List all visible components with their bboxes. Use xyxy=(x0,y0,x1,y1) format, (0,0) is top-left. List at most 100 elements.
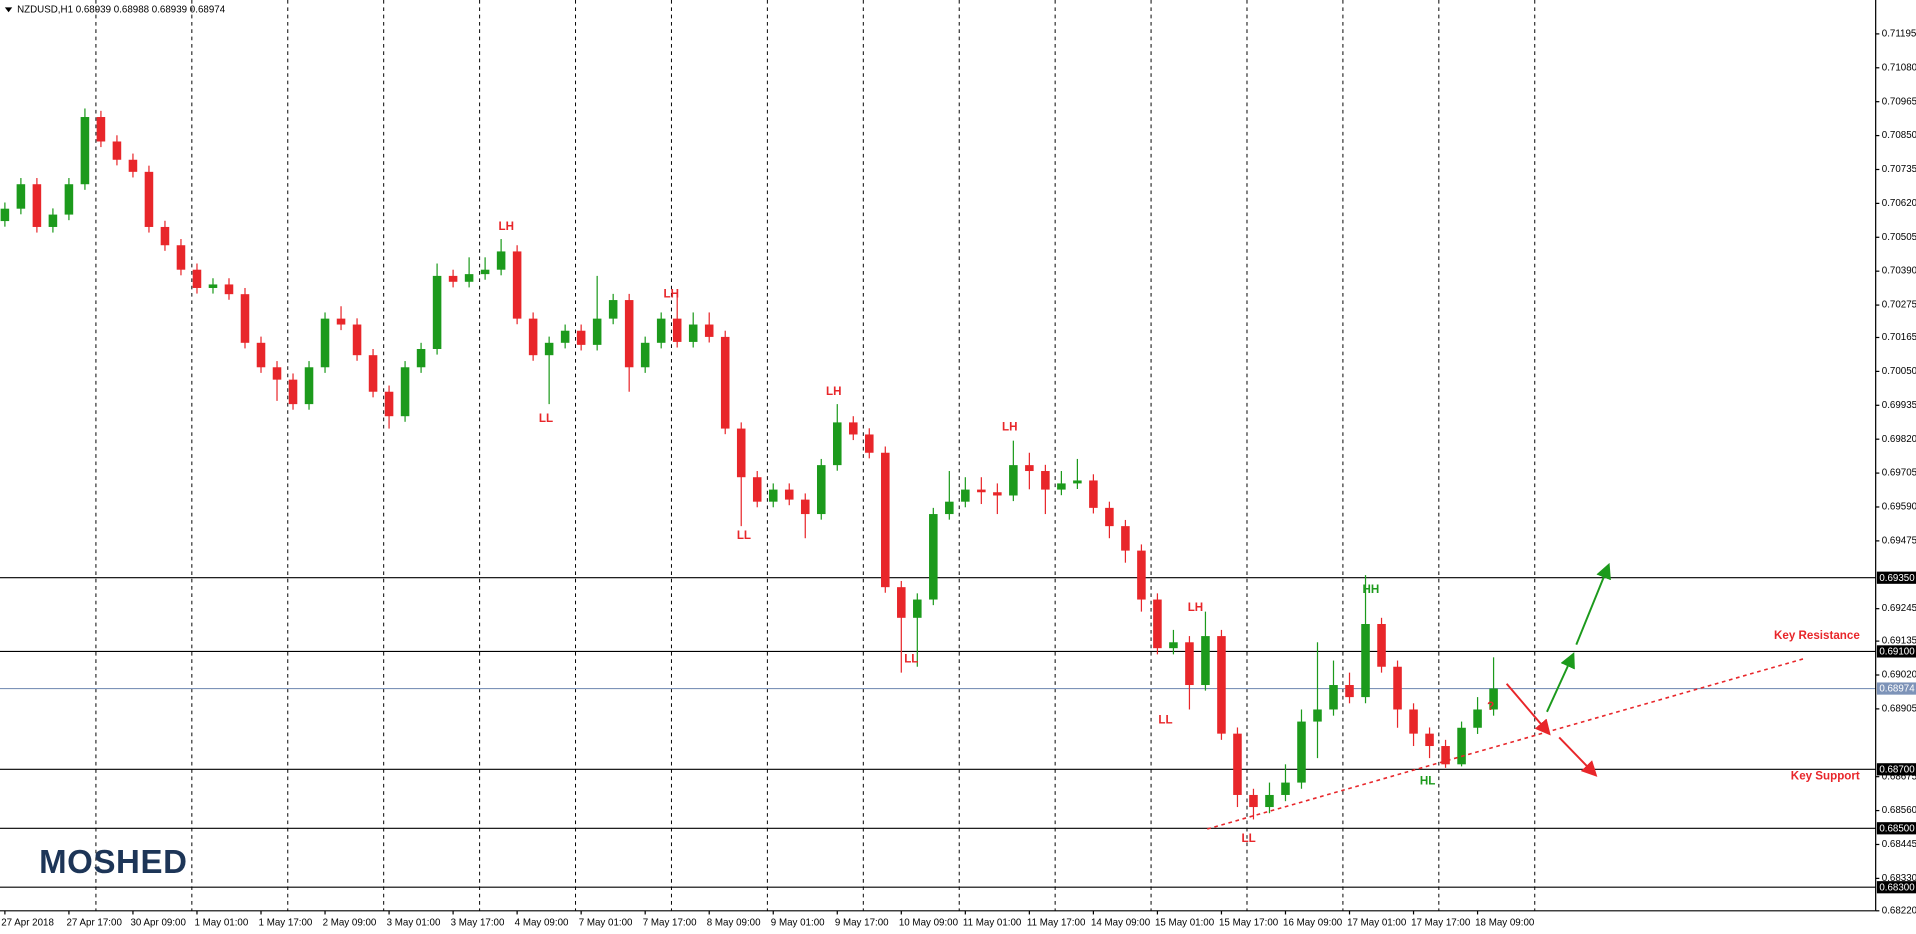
candle-body xyxy=(304,367,314,405)
x-tick-label: 10 May 09:00 xyxy=(899,918,959,929)
y-tick-label: 0.69820 xyxy=(1882,434,1916,445)
y-tick-label: 0.69475 xyxy=(1882,535,1916,546)
annotation: LH xyxy=(1002,420,1017,433)
x-tick-label: 17 May 01:00 xyxy=(1347,918,1407,929)
candle-body xyxy=(1329,685,1338,710)
annotation: LL xyxy=(539,412,553,425)
y-tick-label: 0.70735 xyxy=(1882,164,1916,175)
candle-body xyxy=(608,300,618,319)
candle-body xyxy=(720,336,730,429)
candle-body xyxy=(752,477,762,502)
candle-body xyxy=(560,330,570,343)
candle-body xyxy=(881,452,890,588)
candle-body xyxy=(1201,636,1210,686)
candle-body xyxy=(993,492,1002,496)
candle-body xyxy=(656,318,666,343)
candle-body xyxy=(544,342,554,356)
x-tick-label: 11 May 17:00 xyxy=(1027,918,1086,929)
level-box xyxy=(1876,571,1916,584)
candle-body xyxy=(704,324,714,337)
candle-body xyxy=(1281,782,1290,795)
candle-body xyxy=(849,422,858,435)
y-tick-label: 0.69590 xyxy=(1882,502,1916,513)
arrow-down xyxy=(1558,736,1598,777)
x-tick-label: 8 May 09:00 xyxy=(707,918,761,929)
candle-body xyxy=(288,379,298,405)
candle-body xyxy=(1409,709,1418,734)
x-tick-label: 27 Apr 17:00 xyxy=(66,918,122,929)
y-tick-label: 0.69935 xyxy=(1882,400,1916,411)
y-tick-label: 0.68560 xyxy=(1882,805,1916,816)
candle-body xyxy=(977,489,986,493)
candle-body xyxy=(897,587,906,618)
candle-body xyxy=(496,251,506,270)
y-tick-label: 0.70965 xyxy=(1882,96,1916,107)
candle-body xyxy=(1361,624,1370,698)
x-tick-label: 15 May 17:00 xyxy=(1219,918,1279,929)
y-tick-label: 0.70505 xyxy=(1882,232,1916,243)
x-tick-label: 11 May 01:00 xyxy=(963,918,1022,929)
arrow-up xyxy=(1575,562,1611,646)
annotation: LL xyxy=(737,529,751,542)
candle-body xyxy=(480,269,490,275)
y-tick-label: 0.71080 xyxy=(1882,62,1916,73)
x-tick-label: 30 Apr 09:00 xyxy=(131,918,187,929)
y-tick-label: 0.69245 xyxy=(1882,603,1916,614)
y-tick-label: 0.70275 xyxy=(1882,300,1916,311)
candle-body xyxy=(688,324,698,342)
candle-body xyxy=(416,348,426,368)
candle-body xyxy=(1089,480,1098,508)
level-box xyxy=(1876,763,1916,776)
annotation: Key Resistance xyxy=(1774,629,1860,642)
candle-body xyxy=(400,367,410,417)
candle-body xyxy=(1313,709,1322,722)
y-tick-label: 0.68905 xyxy=(1882,703,1916,714)
annotation: LL xyxy=(1158,713,1172,726)
candle-body xyxy=(208,284,218,288)
candle-body xyxy=(16,184,26,209)
annotation: Key Support xyxy=(1791,770,1860,783)
symbol-menu-icon[interactable] xyxy=(4,7,13,13)
candle-body xyxy=(865,434,874,453)
candle-body xyxy=(832,422,842,466)
candle-body xyxy=(464,274,474,282)
y-tick-label: 0.68220 xyxy=(1882,905,1916,916)
candle-body xyxy=(384,391,394,417)
candle-body xyxy=(576,330,586,345)
x-tick-label: 4 May 09:00 xyxy=(515,918,569,929)
x-tick-label: 9 May 01:00 xyxy=(771,918,825,929)
x-tick-label: 9 May 17:00 xyxy=(835,918,889,929)
x-tick-label: 27 Apr 2018 xyxy=(1,918,54,929)
candle-body xyxy=(800,499,810,515)
candle-body xyxy=(1073,480,1082,484)
candle-body xyxy=(816,465,826,515)
annotation: HH xyxy=(1362,583,1379,596)
x-tick-label: 15 May 01:00 xyxy=(1155,918,1215,929)
candle-body xyxy=(640,342,650,368)
candle-body xyxy=(432,275,442,349)
candle-body xyxy=(961,489,970,502)
candle-body xyxy=(1265,794,1274,808)
annotation: LL xyxy=(1241,832,1255,845)
candle-body xyxy=(945,501,954,515)
candle-body xyxy=(48,214,58,227)
x-tick-label: 7 May 17:00 xyxy=(643,918,697,929)
candle-body xyxy=(144,171,154,227)
candle-body xyxy=(1489,688,1498,710)
candle-body xyxy=(112,141,122,160)
candle-body xyxy=(1297,721,1306,783)
candle-body xyxy=(224,284,234,295)
x-tick-label: 7 May 01:00 xyxy=(579,918,633,929)
candle-body xyxy=(1457,727,1466,765)
candle-body xyxy=(1441,746,1450,765)
candle-body xyxy=(80,117,90,185)
level-label: 0.69100 xyxy=(1879,647,1915,658)
trendline xyxy=(1207,657,1807,830)
candle-body xyxy=(1345,685,1354,698)
candle-body xyxy=(176,245,186,270)
candle-body xyxy=(1217,636,1226,734)
x-tick-label: 3 May 01:00 xyxy=(387,918,441,929)
x-tick-label: 1 May 01:00 xyxy=(195,918,249,929)
